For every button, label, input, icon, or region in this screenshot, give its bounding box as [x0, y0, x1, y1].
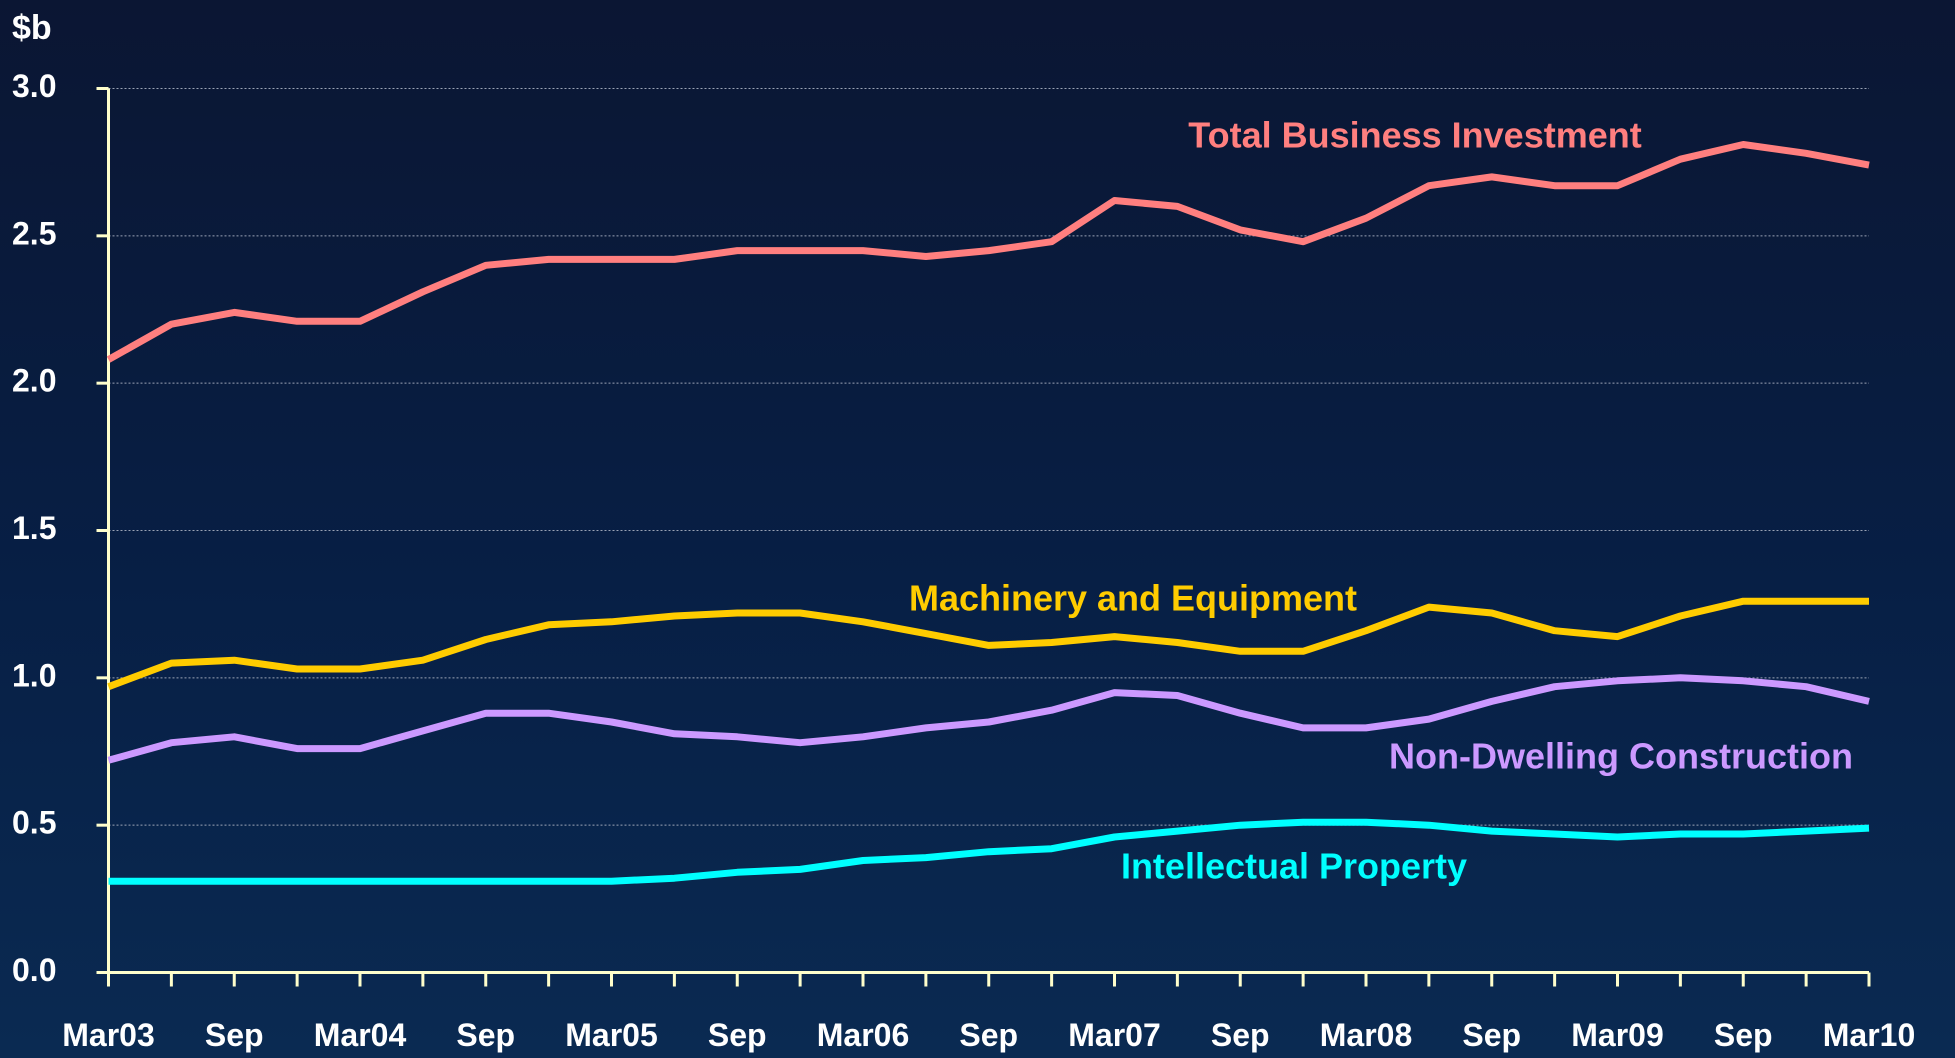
- x-tick-label: Sep: [1211, 1017, 1270, 1053]
- y-tick-label: 0.0: [12, 952, 56, 988]
- x-tick-label: Sep: [456, 1017, 515, 1053]
- x-tick-label: Sep: [959, 1017, 1018, 1053]
- series-label: Intellectual Property: [1121, 846, 1467, 887]
- x-tick-label: Mar10: [1823, 1017, 1916, 1053]
- x-tick-label: Mar05: [565, 1017, 658, 1053]
- y-tick-label: 3.0: [12, 68, 56, 104]
- y-tick-label: 1.5: [12, 510, 56, 546]
- x-tick-label: Mar07: [1068, 1017, 1161, 1053]
- y-axis-label: $b: [12, 9, 52, 47]
- y-tick-label: 2.5: [12, 215, 56, 251]
- series-line: [108, 818, 1870, 885]
- x-tick-label: Mar04: [314, 1017, 407, 1053]
- x-tick-label: Mar08: [1320, 1017, 1413, 1053]
- series-line: [107, 674, 1870, 764]
- y-tick-label: 0.5: [12, 805, 56, 841]
- x-tick-label: Mar09: [1571, 1017, 1664, 1053]
- y-tick-label: 1.0: [12, 657, 56, 693]
- series-label: Machinery and Equipment: [909, 578, 1357, 619]
- series-line: [106, 141, 1870, 363]
- x-tick-label: Sep: [708, 1017, 767, 1053]
- series-label: Non-Dwelling Construction: [1389, 736, 1853, 777]
- series-line: [107, 597, 1869, 690]
- y-tick-label: 2.0: [12, 363, 56, 399]
- x-tick-label: Mar03: [62, 1017, 155, 1053]
- x-tick-label: Sep: [1462, 1017, 1521, 1053]
- x-tick-label: Sep: [205, 1017, 264, 1053]
- series-label: Total Business Investment: [1188, 115, 1641, 156]
- x-tick-label: Mar06: [817, 1017, 910, 1053]
- x-tick-label: Sep: [1714, 1017, 1773, 1053]
